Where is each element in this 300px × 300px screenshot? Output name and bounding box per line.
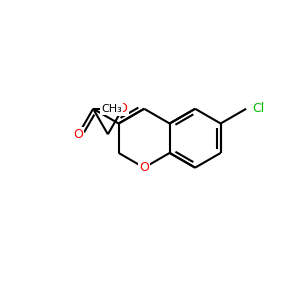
Text: O: O [74,128,83,141]
Text: Cl: Cl [252,102,264,115]
Text: CH₃: CH₃ [101,104,122,114]
Text: O: O [118,102,128,115]
Text: O: O [139,161,149,174]
